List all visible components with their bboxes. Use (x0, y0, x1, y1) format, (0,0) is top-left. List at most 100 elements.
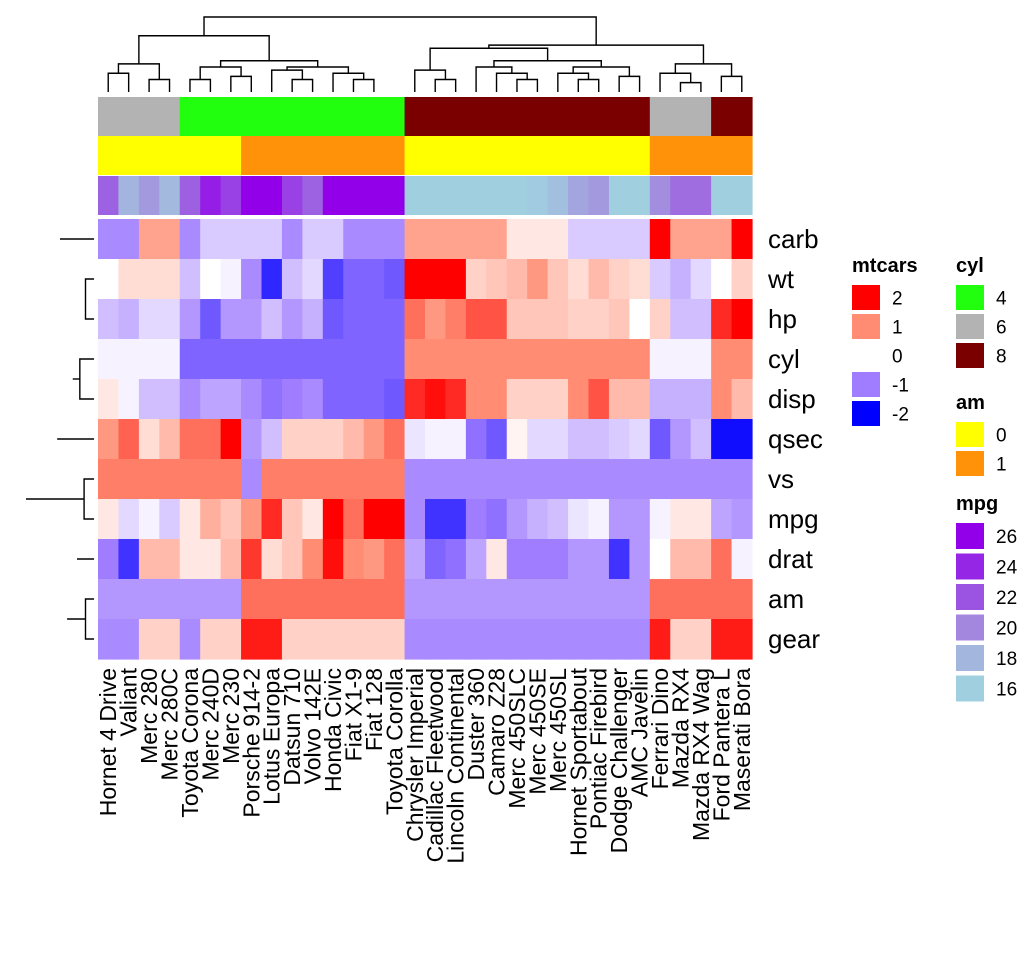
annotation-am-16 (425, 136, 447, 175)
annotation-cyl-17 (445, 97, 467, 136)
heatmap-cell-cyl-28 (670, 339, 692, 380)
heatmap-cell-mpg-21 (527, 499, 549, 540)
heatmap-cell-hp-0 (98, 299, 120, 340)
heatmap-cell-cyl-1 (118, 339, 140, 380)
dendrogram-link (577, 78, 600, 92)
heatmap-cell-carb-25 (608, 219, 630, 260)
heatmap-cell-cyl-24 (588, 339, 610, 380)
heatmap-cell-hp-28 (670, 299, 692, 340)
annotation-mpg-21 (527, 176, 549, 215)
heatmap-cell-gear-22 (547, 619, 569, 660)
annotation-mpg-1 (118, 176, 140, 215)
heatmap-cell-wt-27 (649, 259, 671, 300)
heatmap-cell-vs-18 (465, 459, 487, 500)
annotation-mpg-10 (302, 176, 324, 215)
heatmap-cell-hp-30 (711, 299, 733, 340)
annotation-mpg-17 (445, 176, 467, 215)
annotation-cyl-9 (281, 97, 303, 136)
heatmap-cell-gear-23 (568, 619, 590, 660)
heatmap-cell-hp-10 (302, 299, 324, 340)
heatmap-cell-hp-8 (261, 299, 283, 340)
annotation-mpg-28 (670, 176, 692, 215)
heatmap-cell-am-6 (220, 579, 242, 620)
heatmap-cell-hp-6 (220, 299, 242, 340)
heatmap-cell-vs-29 (690, 459, 712, 500)
heatmap-cell-carb-31 (731, 219, 753, 260)
annotation-cyl-27 (649, 97, 671, 136)
heatmap-cell-drat-23 (568, 539, 590, 580)
heatmap-cell-drat-8 (261, 539, 283, 580)
heatmap-cell-qsec-2 (138, 419, 160, 460)
heatmap-cell-carb-1 (118, 219, 140, 260)
column-label-16: Cadillac Fleetwood (422, 668, 448, 862)
heatmap-cell-qsec-10 (302, 419, 324, 460)
heatmap-cell-vs-8 (261, 459, 283, 500)
annotation-am-11 (322, 136, 344, 175)
heatmap-cell-qsec-28 (670, 419, 692, 460)
column-label-13: Fiat 128 (361, 668, 387, 751)
heatmap-cell-disp-2 (138, 379, 160, 420)
column-label-25: Dodge Challenger (606, 668, 632, 854)
row-label-carb: carb (768, 224, 819, 254)
annotation-mpg-6 (220, 176, 242, 215)
heatmap-cell-hp-1 (118, 299, 140, 340)
heatmap-cell-cyl-14 (384, 339, 406, 380)
heatmap-cell-wt-21 (527, 259, 549, 300)
heatmap-cell-carb-16 (425, 219, 447, 260)
heatmap-cell-mpg-19 (486, 499, 508, 540)
heatmap-cell-vs-27 (649, 459, 671, 500)
heatmap-cell-cyl-3 (159, 339, 181, 380)
heatmap-cell-gear-28 (670, 619, 692, 660)
heatmap-cell-wt-25 (608, 259, 630, 300)
heatmap-cell-cyl-23 (568, 339, 590, 380)
annotation-cyl-24 (588, 97, 610, 136)
heatmap-cell-gear-3 (159, 619, 181, 660)
legend-swatch-mpg-22 (956, 584, 984, 610)
annotation-cyl-11 (322, 97, 344, 136)
heatmap-cell-carb-30 (711, 219, 733, 260)
legend-title-cyl: cyl (956, 255, 984, 277)
heatmap-cell-qsec-8 (261, 419, 283, 460)
heatmap-cell-vs-22 (547, 459, 569, 500)
heatmap-cell-wt-11 (322, 259, 344, 300)
heatmap-cell-gear-30 (711, 619, 733, 660)
heatmap-cell-drat-21 (527, 539, 549, 580)
legend-title-mtcars: mtcars (852, 255, 918, 277)
legend-title-mpg: mpg (956, 493, 998, 515)
column-label-7: Porsche 914-2 (238, 668, 264, 818)
dendrogram-link (107, 72, 130, 92)
annotation-am-12 (343, 136, 365, 175)
dendrogram-link (148, 78, 171, 92)
legend-label-am-0: 0 (996, 426, 1007, 447)
annotation-mpg-31 (731, 176, 753, 215)
annotation-am-29 (690, 136, 712, 175)
dendrogram-link (138, 35, 270, 64)
heatmap-cell-mpg-15 (404, 499, 426, 540)
annotation-cyl-19 (486, 97, 508, 136)
heatmap-cell-qsec-14 (384, 419, 406, 460)
column-label-6: Merc 230 (218, 668, 244, 764)
heatmap-cell-hp-5 (200, 299, 222, 340)
heatmap-cell-drat-19 (486, 539, 508, 580)
heatmap-cell-hp-19 (486, 299, 508, 340)
heatmap-cell-carb-28 (670, 219, 692, 260)
legend-label-mtcars-2: 2 (892, 289, 903, 310)
heatmap-cell-disp-1 (118, 379, 140, 420)
heatmap-cell-disp-7 (241, 379, 263, 420)
heatmap-cell-cyl-13 (363, 339, 385, 380)
heatmap-cell-wt-30 (711, 259, 733, 300)
heatmap-cell-drat-7 (241, 539, 263, 580)
heatmap-cell-am-20 (506, 579, 528, 620)
heatmap-cell-cyl-19 (486, 339, 508, 380)
annotation-cyl-7 (241, 97, 263, 136)
row-label-mpg: mpg (768, 504, 819, 534)
annotation-mpg-15 (404, 176, 426, 215)
heatmap-cell-mpg-1 (118, 499, 140, 540)
heatmap-cell-wt-7 (241, 259, 263, 300)
legend-swatch-cyl-6 (956, 314, 984, 339)
row-labels: carb wt hp cyl disp qsec vs mpg drat am gear (767, 224, 823, 654)
annotation-cyl-23 (568, 97, 590, 136)
heatmap-cell-wt-31 (731, 259, 753, 300)
legend-label-mpg-16: 16 (996, 680, 1017, 701)
